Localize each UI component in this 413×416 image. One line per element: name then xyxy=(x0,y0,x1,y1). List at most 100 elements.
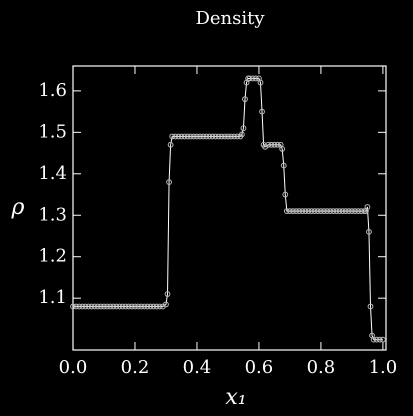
data-point xyxy=(178,133,185,140)
data-point xyxy=(271,141,278,148)
data-point xyxy=(110,303,117,310)
data-point xyxy=(364,204,371,210)
data-point xyxy=(194,133,200,140)
data-point xyxy=(218,133,225,140)
data-point xyxy=(113,303,120,310)
y-tick-label: 1.2 xyxy=(38,246,67,267)
data-point xyxy=(293,208,300,215)
data-point xyxy=(252,75,259,82)
data-point xyxy=(259,108,265,115)
data-point xyxy=(190,133,197,140)
data-point xyxy=(366,228,372,235)
data-point xyxy=(79,303,86,310)
data-point xyxy=(175,133,182,140)
data-point xyxy=(296,208,303,215)
data-point xyxy=(76,303,83,310)
data-point xyxy=(352,208,358,215)
data-point xyxy=(107,303,114,310)
data-point xyxy=(221,133,228,140)
x-tick-label: 0.8 xyxy=(307,357,336,378)
data-point xyxy=(94,303,101,310)
data-point xyxy=(318,208,324,215)
data-point xyxy=(279,146,286,152)
data-point xyxy=(156,303,163,310)
y-tick-label: 1.6 xyxy=(38,80,67,101)
data-point xyxy=(203,133,210,140)
data-point xyxy=(268,141,275,148)
data-point xyxy=(228,133,234,140)
data-point xyxy=(169,133,176,140)
data-point xyxy=(153,303,160,310)
data-point xyxy=(373,336,380,343)
y-axis-label: ρ xyxy=(11,195,25,220)
data-point xyxy=(282,191,289,198)
data-point xyxy=(265,141,272,148)
data-point xyxy=(302,208,309,215)
data-point xyxy=(342,208,349,215)
data-point xyxy=(101,303,107,310)
data-point xyxy=(212,133,219,140)
data-point xyxy=(324,208,331,215)
data-point xyxy=(355,208,362,215)
data-point xyxy=(249,75,256,82)
data-point xyxy=(209,133,216,140)
data-point xyxy=(132,303,138,310)
data-point xyxy=(104,303,110,310)
data-point xyxy=(225,133,231,140)
data-point xyxy=(257,79,264,86)
data-point xyxy=(370,336,377,343)
data-point xyxy=(164,291,171,297)
data-point xyxy=(88,303,95,310)
data-point xyxy=(141,303,148,310)
data-point xyxy=(274,141,281,148)
data-point xyxy=(73,303,79,310)
data-point xyxy=(240,125,247,132)
x-tick-label: 0.2 xyxy=(121,357,150,378)
y-tick-label: 1.1 xyxy=(38,287,67,308)
data-point xyxy=(231,133,238,140)
data-point xyxy=(135,303,141,310)
data-point xyxy=(283,208,290,215)
data-point xyxy=(122,303,129,310)
data-point xyxy=(215,133,222,140)
data-point xyxy=(147,303,154,310)
data-point xyxy=(380,336,386,343)
data-point xyxy=(333,208,340,215)
data-point xyxy=(144,303,151,310)
data-point xyxy=(197,133,203,140)
x-tick-label: 0.6 xyxy=(245,357,274,378)
data-point xyxy=(97,303,104,310)
data-point xyxy=(314,208,321,215)
data-point xyxy=(242,96,248,103)
data-point xyxy=(308,208,315,215)
data-point xyxy=(206,133,213,140)
data-point xyxy=(172,133,179,140)
data-point xyxy=(181,133,188,140)
data-point xyxy=(200,133,207,140)
data-point xyxy=(246,75,253,82)
x-tick-label: 1.0 xyxy=(369,357,398,378)
data-point xyxy=(349,208,355,215)
data-point xyxy=(311,208,318,215)
data-point xyxy=(138,303,145,310)
data-point xyxy=(305,208,312,215)
data-point xyxy=(85,303,92,310)
data-point xyxy=(339,208,346,215)
data-point xyxy=(327,208,334,215)
data-point xyxy=(287,208,293,215)
x-tick-label: 0.4 xyxy=(183,357,212,378)
data-point xyxy=(116,303,123,310)
data-point xyxy=(167,141,174,148)
data-point xyxy=(91,303,98,310)
data-point xyxy=(184,133,191,140)
data-point xyxy=(119,303,126,310)
chart-title: Density xyxy=(195,8,265,29)
data-point xyxy=(166,179,172,185)
data-point xyxy=(290,208,296,215)
data-point xyxy=(70,303,76,310)
x-tick-label: 0.0 xyxy=(59,357,88,378)
data-point xyxy=(299,208,306,215)
data-point xyxy=(128,303,135,310)
data-point xyxy=(187,133,194,140)
